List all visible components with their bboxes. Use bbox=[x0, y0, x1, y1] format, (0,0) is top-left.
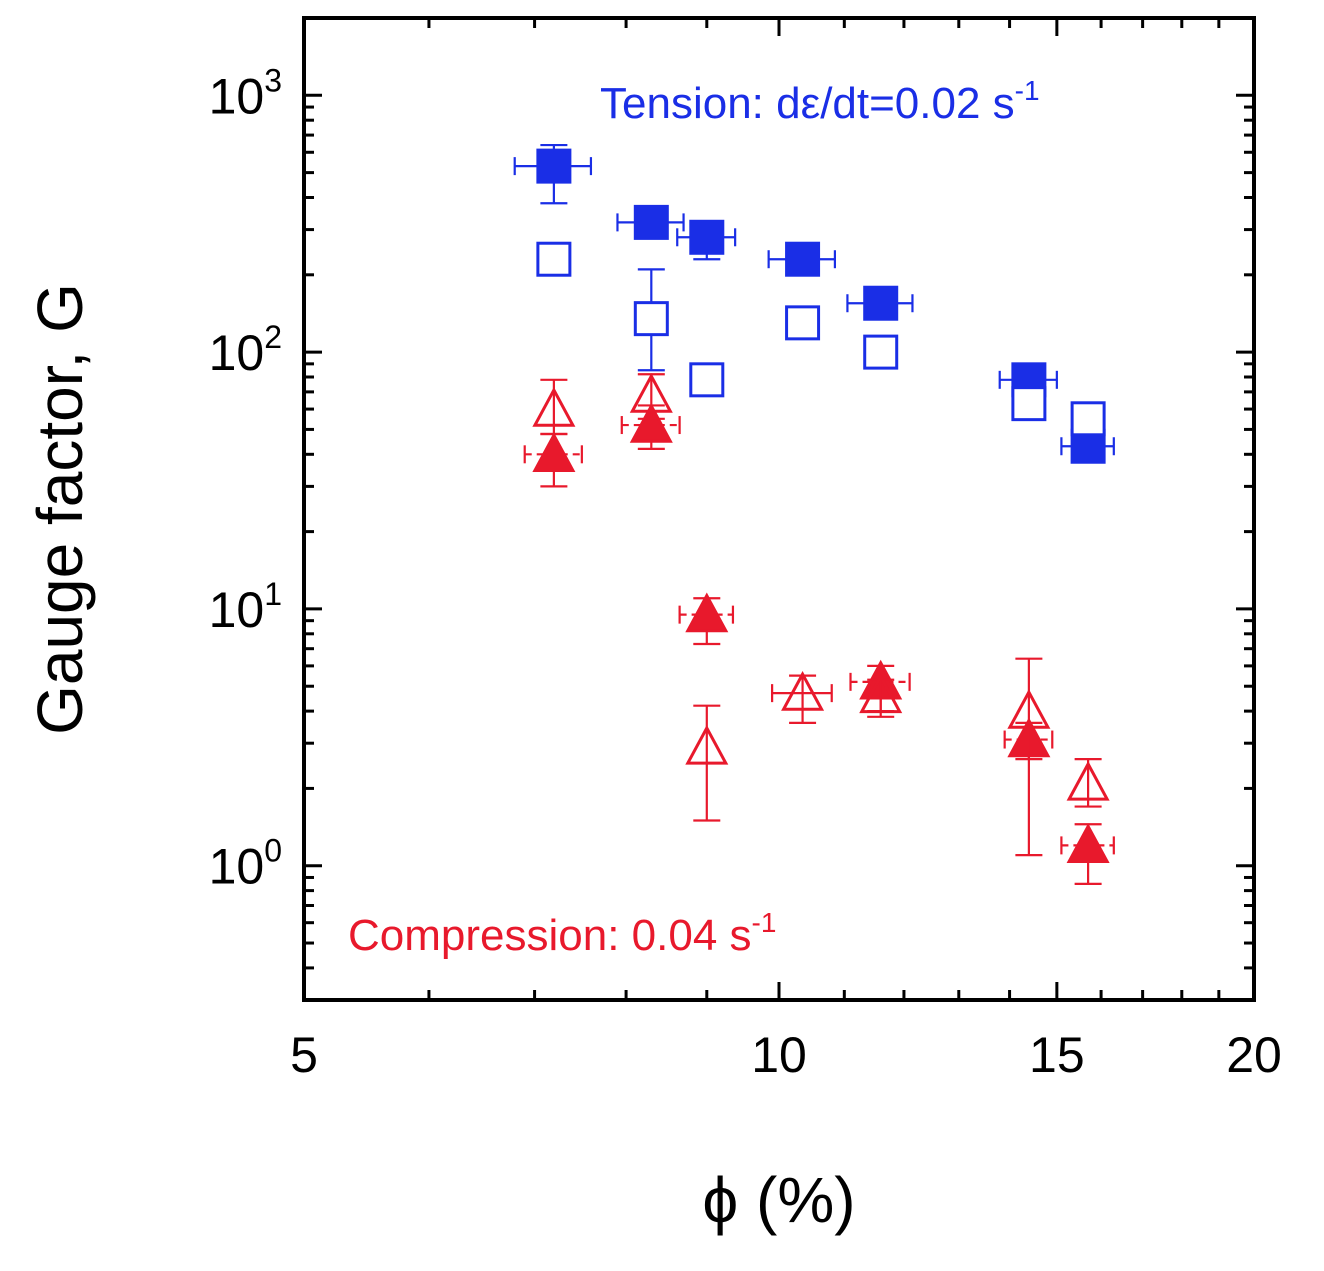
y-tick-label-exp: 0 bbox=[264, 833, 282, 869]
y-tick-label: 101 bbox=[209, 576, 282, 638]
series-filled-triangle bbox=[523, 402, 1115, 885]
tension-annotation: Tension: dε/dt=0.02 s-1 bbox=[600, 75, 1040, 128]
x-tick-label: 10 bbox=[751, 1027, 807, 1083]
open-square-marker bbox=[536, 241, 572, 277]
filled-triangle-marker bbox=[685, 592, 729, 633]
y-tick-label: 100 bbox=[209, 833, 282, 895]
filled-square-marker bbox=[785, 241, 821, 277]
axis-ticks bbox=[302, 16, 1256, 1002]
filled-square-marker bbox=[863, 285, 899, 321]
y-tick-label: 102 bbox=[209, 319, 282, 381]
open-square-marker bbox=[689, 362, 725, 398]
open-triangle-marker bbox=[1007, 688, 1051, 729]
y-tick-label: 103 bbox=[209, 62, 282, 124]
x-tick-label: 15 bbox=[1029, 1027, 1085, 1083]
filled-square-marker bbox=[689, 219, 725, 255]
open-triangle-marker bbox=[532, 386, 576, 427]
series-open-square bbox=[536, 241, 1106, 437]
y-tick-label-exp: 1 bbox=[264, 576, 282, 612]
compression-annotation-text: Compression: 0.04 s bbox=[348, 911, 752, 960]
open-square-marker bbox=[785, 305, 821, 341]
open-square-marker bbox=[1070, 401, 1106, 437]
tension-annotation-text: Tension: dε/dt=0.02 s bbox=[600, 79, 1015, 128]
series-filled-square bbox=[513, 143, 1115, 464]
x-tick-label: 20 bbox=[1226, 1027, 1282, 1083]
filled-triangle-marker bbox=[1066, 823, 1110, 864]
open-triangle-marker bbox=[629, 372, 673, 413]
open-triangle-marker bbox=[1066, 760, 1110, 801]
y-tick-label-exp: 3 bbox=[264, 62, 282, 98]
filled-triangle-marker bbox=[532, 432, 576, 472]
compression-annotation: Compression: 0.04 s-1 bbox=[348, 907, 776, 960]
filled-square-marker bbox=[536, 148, 572, 184]
y-tick-label-base: 10 bbox=[209, 839, 265, 895]
open-triangle-marker bbox=[859, 673, 903, 714]
tension-annotation-sup: -1 bbox=[1015, 75, 1040, 106]
open-triangle-marker bbox=[781, 670, 825, 711]
plot-frame bbox=[302, 16, 1256, 1002]
y-tick-label-base: 10 bbox=[209, 582, 265, 638]
data-marks bbox=[513, 143, 1115, 885]
open-square-marker bbox=[633, 301, 669, 337]
filled-triangle-marker bbox=[629, 402, 673, 443]
y-tick-label-base: 10 bbox=[209, 68, 265, 124]
open-square-marker bbox=[863, 334, 899, 370]
y-tick-label-exp: 2 bbox=[264, 319, 282, 355]
filled-square-marker bbox=[633, 204, 669, 240]
series-open-triangle bbox=[532, 372, 1110, 857]
x-tick-label: 5 bbox=[290, 1027, 318, 1083]
y-axis-title: Gauge factor, G bbox=[24, 283, 96, 735]
compression-annotation-sup: -1 bbox=[752, 907, 777, 938]
open-square-marker bbox=[1011, 386, 1047, 422]
open-triangle-marker bbox=[685, 724, 729, 765]
x-axis-title: ϕ (%) bbox=[702, 1164, 855, 1236]
y-tick-label-base: 10 bbox=[209, 325, 265, 381]
